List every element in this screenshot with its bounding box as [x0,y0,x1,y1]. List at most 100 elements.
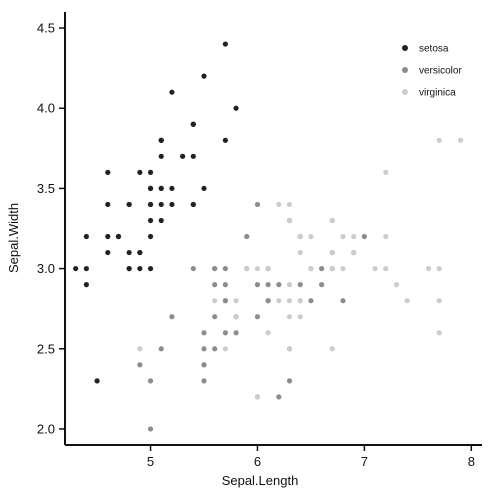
data-point-setosa [105,249,111,256]
data-point-versicolor [265,298,271,304]
data-point-virginica [265,265,271,272]
legend-item-versicolor: versicolor [402,66,462,77]
y-tick-label: 2.0 [37,421,55,436]
data-point-virginica [351,233,357,240]
data-point-virginica [404,298,410,304]
data-point-versicolor [222,298,228,304]
x-tick-label: 8 [468,454,475,469]
y-tick-label: 3.0 [37,261,55,276]
data-point-setosa [137,249,143,256]
data-point-setosa [147,185,154,192]
legend: setosa versicolor virginica [402,44,462,99]
y-tick-label: 4.5 [37,21,55,36]
data-point-versicolor [222,282,228,288]
data-point-versicolor [190,265,196,272]
data-point-versicolor [212,265,218,272]
data-point-setosa [222,41,228,47]
data-point-setosa [158,137,164,143]
data-point-versicolor [308,298,314,304]
data-point-versicolor [201,330,207,336]
data-point-versicolor [244,233,250,240]
data-point-versicolor [158,346,164,352]
data-point-setosa [222,137,228,143]
data-point-setosa [158,153,164,159]
data-point-virginica [329,265,335,272]
data-point-setosa [94,378,100,384]
data-point-virginica [286,298,293,304]
data-point-setosa [180,153,186,159]
data-point-virginica [383,169,389,175]
legend-swatch [402,89,408,95]
data-point-setosa [105,169,111,175]
data-point-virginica [286,282,293,288]
data-point-virginica [286,201,293,208]
data-point-virginica [297,249,303,256]
data-point-virginica [351,249,357,256]
data-point-versicolor [276,394,282,400]
data-point-setosa [147,265,154,272]
data-point-versicolor [233,330,239,336]
data-point-virginica [329,249,335,256]
data-points [73,41,464,432]
data-point-setosa [190,121,196,127]
data-point-versicolor [137,362,143,368]
data-point-versicolor [319,282,325,288]
data-point-setosa [73,265,79,272]
data-point-versicolor [254,201,261,208]
data-point-setosa [126,249,132,256]
data-point-virginica [425,265,432,272]
data-point-versicolor [254,314,261,320]
data-point-setosa [83,233,89,240]
data-point-virginica [329,217,335,224]
series-virginica [137,137,464,400]
y-tick-label: 3.5 [37,181,55,196]
data-point-virginica [233,298,239,304]
data-point-versicolor [147,378,154,384]
data-point-setosa [105,233,111,240]
legend-label: setosa [419,44,449,55]
data-point-setosa [233,105,239,111]
data-point-virginica [297,298,303,304]
data-point-versicolor [222,265,228,272]
data-point-virginica [436,330,442,336]
data-point-setosa [201,73,207,79]
data-point-setosa [147,169,154,175]
data-point-versicolor [297,282,303,288]
x-tick-label: 7 [361,454,368,469]
data-point-virginica [244,265,250,272]
data-point-virginica [286,346,293,352]
data-point-versicolor [147,426,154,432]
data-point-virginica [340,265,346,272]
data-point-setosa [158,185,164,192]
data-point-virginica [233,314,239,320]
data-point-virginica [458,137,464,143]
data-point-versicolor [222,330,228,336]
legend-item-virginica: virginica [402,88,456,99]
data-point-setosa [137,169,143,175]
data-point-virginica [297,314,303,320]
data-point-versicolor [212,282,218,288]
data-point-virginica [308,265,314,272]
data-point-versicolor [340,298,346,304]
data-point-setosa [201,185,207,192]
data-point-virginica [372,265,378,272]
data-point-virginica [254,394,261,400]
data-point-versicolor [169,314,175,320]
axes: 5 6 7 8 2.0 2.5 3.0 3.5 4.0 4.5 [37,12,482,469]
data-point-virginica [265,330,271,336]
legend-label: versicolor [419,66,462,77]
data-point-virginica [436,137,442,143]
data-point-versicolor [201,378,207,384]
data-point-virginica [137,346,143,352]
data-point-setosa [126,201,132,208]
data-point-virginica [276,201,282,208]
x-tick-label: 6 [254,454,261,469]
data-point-versicolor [212,314,218,320]
data-point-versicolor [276,282,282,288]
data-point-virginica [340,233,346,240]
data-point-virginica [212,298,218,304]
data-point-virginica [383,265,389,272]
data-point-setosa [169,89,175,95]
data-point-virginica [436,265,442,272]
